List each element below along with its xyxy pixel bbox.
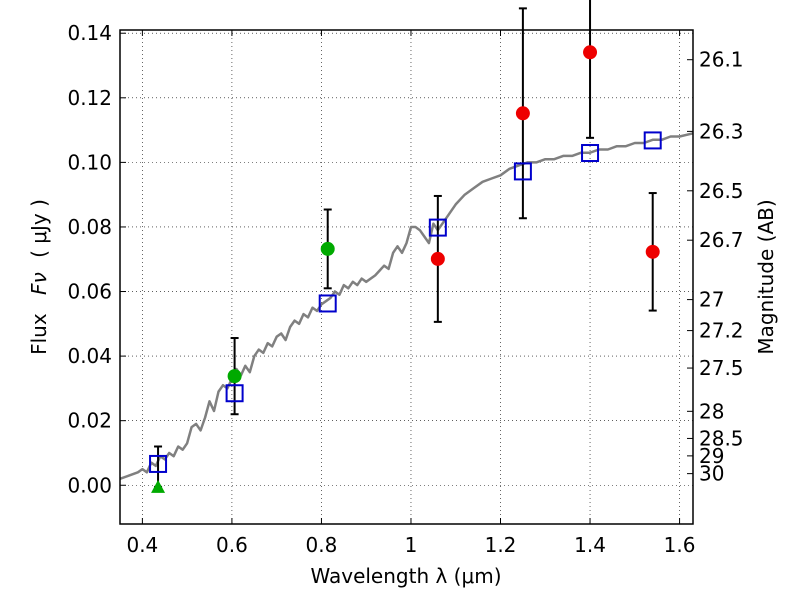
y-tick-label: 0.08 (67, 215, 112, 239)
y2-tick-label: 28 (699, 399, 724, 423)
y-axis-label-symbol: Fν (27, 272, 51, 295)
y2-tick-label: 26.1 (699, 48, 744, 72)
observed-optical-point (227, 369, 242, 384)
model-photometry-square (149, 454, 168, 473)
y-axis-label-prefix: Flux (27, 313, 51, 355)
observed-nir-point (645, 244, 660, 259)
model-photometry-square (513, 162, 532, 181)
x-tick-label: 0.6 (216, 533, 248, 557)
y-tick-label: 0.00 (67, 473, 112, 497)
y2-tick-label: 28.5 (699, 426, 744, 450)
observed-nir-point (515, 106, 530, 121)
model-photometry-square (581, 144, 600, 163)
x-axis-label: Wavelength λ (μm) (310, 564, 501, 588)
model-photometry-square (643, 131, 662, 150)
y2-axis-label: Magnitude (AB) (754, 199, 778, 354)
grid (120, 30, 693, 524)
model-spectrum-line (119, 132, 694, 480)
y-tick-label: 0.10 (67, 150, 112, 174)
x-tick-label: 0.8 (306, 533, 338, 557)
observed-nir-point (430, 251, 445, 266)
plot-data (119, 0, 694, 493)
y2-tick-label: 27.2 (699, 319, 744, 343)
observed-nir-point (583, 45, 598, 60)
y-axis-label: Flux Fν ( μJy ) (27, 199, 51, 355)
y2-tick-label: 27 (699, 288, 724, 312)
x-tick-label: 0.4 (126, 533, 158, 557)
y2-tick-label: 29 (699, 444, 724, 468)
axes: 0.4 0.6 0.8 1 1.2 1.4 1.6 0.00 0.02 0.04 0.06 0.08 0… (67, 21, 743, 557)
model-photometry-square (225, 384, 244, 403)
x-tick-label: 1.6 (664, 533, 696, 557)
observed-optical-point (320, 241, 335, 256)
y2-tick-label: 26.3 (699, 119, 744, 143)
x-tick-label: 1 (405, 533, 418, 557)
y-tick-label: 0.14 (67, 21, 112, 45)
y-tick-label: 0.12 (67, 86, 112, 110)
x-tick-label: 1.2 (485, 533, 517, 557)
y-tick-label: 0.02 (67, 409, 112, 433)
model-photometry-square (428, 218, 447, 237)
y2-tick-label: 30 (699, 462, 724, 486)
x-tick-label: 1.4 (574, 533, 606, 557)
y-tick-label: 0.06 (67, 280, 112, 304)
upper-limit-triangle (151, 479, 166, 493)
y2-tick-label: 26.7 (699, 228, 744, 252)
y2-tick-label: 27.5 (699, 356, 744, 380)
plot-frame (119, 29, 694, 525)
model-photometry-square (318, 294, 337, 313)
y-tick-label: 0.04 (67, 344, 112, 368)
y2-tick-label: 26.5 (699, 179, 744, 203)
y-axis-label-unit: ( μJy ) (27, 199, 51, 258)
